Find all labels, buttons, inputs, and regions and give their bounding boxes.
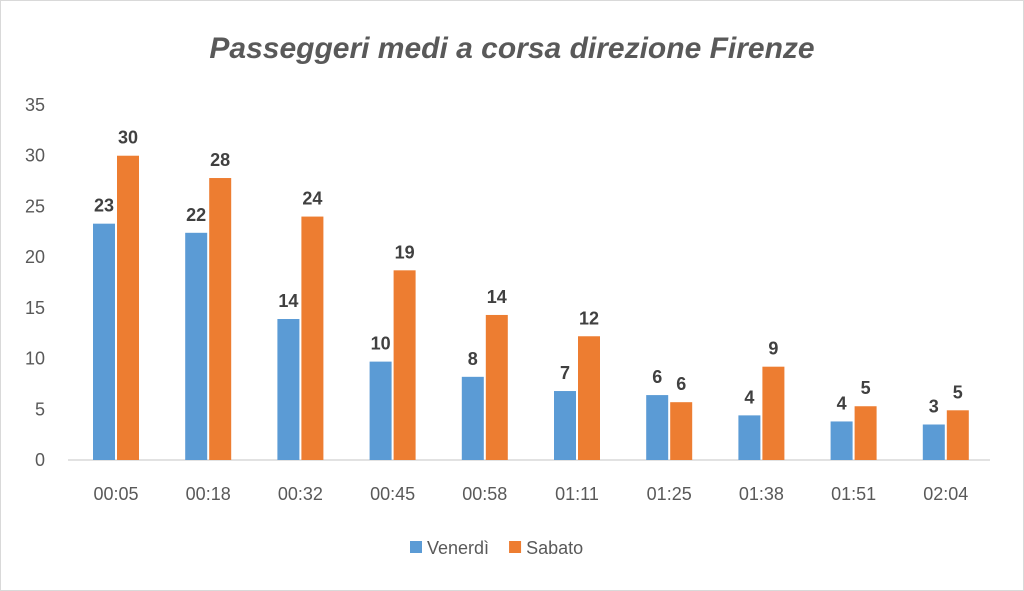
data-label: 23: [94, 196, 114, 216]
bar-venerd: [277, 319, 300, 460]
data-label: 28: [210, 150, 230, 170]
x-axis: 00:05 00:18 00:32 00:45 00:58 01:11 01:25 01:38…: [93, 484, 968, 504]
data-label: 14: [278, 291, 298, 311]
x-tick-label: 02:04: [923, 484, 968, 504]
data-label: 7: [560, 363, 570, 383]
x-tick-label: 00:05: [93, 484, 138, 504]
x-tick-label: 01:25: [647, 484, 692, 504]
x-tick-label: 01:38: [739, 484, 784, 504]
y-tick-label: 25: [25, 196, 45, 216]
legend: Venerdì Sabato: [410, 538, 583, 558]
y-tick-label: 10: [25, 349, 45, 369]
data-label: 4: [744, 387, 754, 407]
data-label: 10: [371, 334, 391, 354]
legend-label: Venerdì: [427, 538, 489, 558]
y-tick-label: 30: [25, 146, 45, 166]
y-tick-label: 0: [35, 450, 45, 470]
bar-venerd: [646, 395, 669, 460]
bar-sabato: [670, 402, 693, 460]
data-label: 5: [953, 382, 963, 402]
bar-venerd: [738, 415, 761, 460]
data-label: 19: [395, 242, 415, 262]
bar-sabato: [209, 178, 232, 460]
bar-venerd: [369, 361, 392, 460]
bar-sabato: [854, 406, 877, 460]
data-label: 9: [768, 339, 778, 359]
bar-sabato: [485, 314, 508, 460]
bar-venerd: [93, 223, 115, 460]
y-tick-label: 15: [25, 298, 45, 318]
bar-sabato: [578, 336, 600, 460]
data-label: 30: [118, 128, 138, 148]
y-axis: 0 5 10 15 20 25 30 35: [25, 95, 45, 470]
bar-venerd: [830, 421, 853, 460]
bar-sabato: [762, 366, 785, 460]
data-label: 22: [186, 205, 206, 225]
x-tick-label: 00:18: [186, 484, 231, 504]
bar-sabato: [946, 410, 969, 460]
chart-title: Passeggeri medi a corsa direzione Firenz…: [209, 32, 814, 65]
bar-sabato: [117, 155, 139, 460]
legend-swatch: [410, 541, 422, 553]
bar-sabato: [301, 216, 324, 460]
data-label: 14: [487, 287, 507, 307]
bar-venerd: [554, 391, 576, 460]
x-tick-label: 01:11: [555, 484, 599, 504]
y-tick-label: 35: [25, 95, 45, 115]
bar-venerd: [461, 376, 484, 460]
x-tick-label: 00:32: [278, 484, 323, 504]
data-label: 6: [652, 367, 662, 387]
x-tick-label: 00:45: [370, 484, 415, 504]
data-label: 24: [302, 189, 322, 209]
legend-label: Sabato: [526, 538, 583, 558]
x-tick-label: 00:58: [462, 484, 507, 504]
data-label: 5: [861, 378, 871, 398]
bar-sabato: [393, 270, 416, 460]
y-tick-label: 20: [25, 247, 45, 267]
data-label: 6: [676, 374, 686, 394]
data-label: 4: [837, 393, 847, 413]
data-label: 12: [579, 308, 599, 328]
bar-venerd: [922, 424, 945, 460]
legend-swatch: [509, 541, 522, 553]
bar-venerd: [185, 232, 208, 460]
data-label: 8: [468, 349, 478, 369]
data-label: 3: [929, 397, 939, 417]
x-tick-label: 01:51: [831, 484, 876, 504]
y-tick-label: 5: [35, 399, 45, 419]
